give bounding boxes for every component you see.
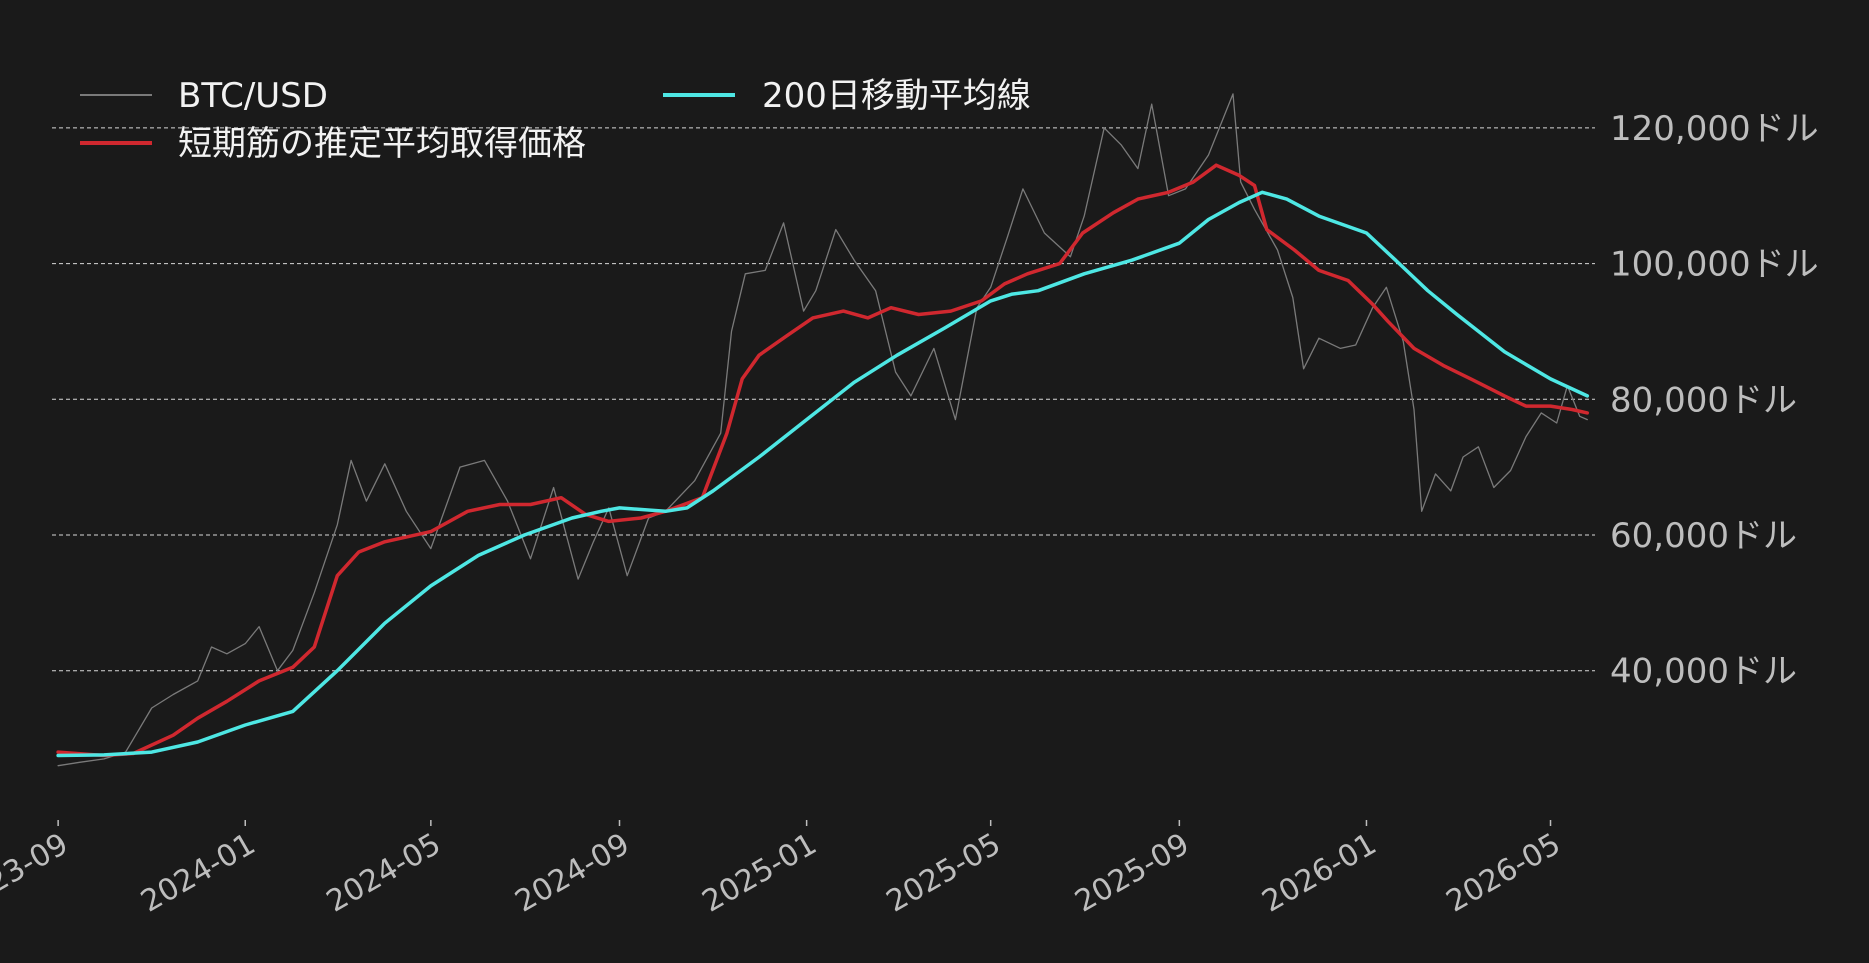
x-tick-label: 2025-01: [697, 827, 823, 920]
y-tick-label: 40,000ドル: [1610, 652, 1797, 692]
x-tick-label: 2024-01: [135, 827, 261, 920]
x-tick-label: 2025-09: [1069, 827, 1195, 920]
x-tick-label: 2025-05: [881, 827, 1007, 920]
series-line-short-term-holder: [56, 163, 1590, 758]
series-lines: [56, 93, 1590, 767]
series-line-200dma: [56, 190, 1590, 758]
legend-label-btc: BTC/USD: [178, 76, 328, 116]
x-tick-label: 2023-09: [0, 827, 74, 920]
legend-item-short-term-holder: 短期筋の推定平均取得価格: [80, 124, 586, 164]
x-axis-ticks: 2023-09 2024-01 2024-05 2024-09 2025-01 2025-…: [0, 820, 1567, 920]
y-axis-ticks: 40,000ドル 60,000ドル 80,000ドル 100,000ドル 120,000…: [1610, 109, 1819, 692]
x-tick-label: 2026-01: [1256, 827, 1382, 920]
legend: BTC/USD 短期筋の推定平均取得価格 200日移動平均線: [80, 76, 1031, 164]
legend-item-btc: BTC/USD: [80, 76, 328, 116]
x-tick-label: 2026-05: [1440, 827, 1566, 920]
legend-label-short-term-holder: 短期筋の推定平均取得価格: [178, 124, 586, 164]
legend-item-200dma: 200日移動平均線: [663, 76, 1031, 116]
y-tick-label: 100,000ドル: [1610, 245, 1819, 285]
gridlines: [52, 127, 1595, 672]
x-tick-label: 2024-05: [321, 827, 447, 920]
y-tick-label: 80,000ドル: [1610, 380, 1797, 420]
y-tick-label: 60,000ドル: [1610, 516, 1797, 556]
y-tick-label: 120,000ドル: [1610, 109, 1819, 149]
x-tick-label: 2024-09: [509, 827, 635, 920]
legend-label-200dma: 200日移動平均線: [762, 76, 1031, 116]
series-line-btc: [57, 93, 1588, 767]
